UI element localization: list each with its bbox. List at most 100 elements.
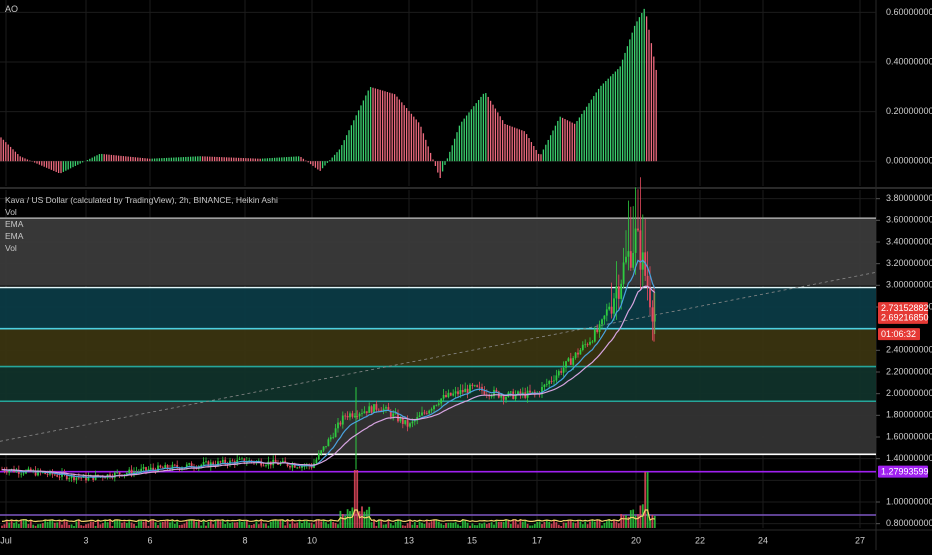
candle-body: [373, 404, 375, 413]
volume-bar: [325, 522, 327, 528]
volume-bar: [183, 523, 186, 528]
candle-body: [142, 467, 145, 469]
candle-body: [363, 411, 366, 414]
volume-bar: [229, 523, 231, 528]
volume-bar: [137, 520, 140, 528]
volume-bar: [430, 521, 433, 528]
volume-bar: [20, 519, 23, 528]
candle-body: [502, 395, 505, 400]
volume-bar: [553, 520, 555, 528]
candle-body: [53, 474, 56, 476]
volume-bar: [404, 525, 407, 528]
candle-body: [346, 415, 349, 418]
zone-band: [0, 287, 876, 329]
main-y-tick: 3.60000000: [886, 215, 932, 225]
volume-bar: [61, 524, 63, 528]
candle-body: [202, 461, 205, 465]
volume-bar: [548, 521, 551, 528]
candle-body: [238, 458, 241, 460]
x-tick-label: 27: [855, 535, 865, 545]
x-tick-label: 10: [307, 535, 317, 545]
candle-body: [322, 446, 325, 451]
volume-bar: [514, 519, 517, 528]
main-y-tick: 0.80000000: [886, 518, 932, 528]
candle-body: [17, 470, 20, 474]
volume-bar: [238, 519, 241, 528]
candle-body: [351, 413, 354, 417]
candle-body: [569, 358, 572, 365]
volume-bar: [8, 522, 11, 528]
candle-body: [58, 476, 61, 478]
candle-body: [543, 384, 546, 387]
volume-bar: [243, 521, 246, 528]
candle-body: [550, 381, 553, 382]
volume-bar: [73, 525, 75, 528]
candle-body: [265, 465, 267, 467]
volume-bar: [104, 520, 107, 528]
candle-body: [320, 450, 323, 454]
candle-body: [598, 324, 601, 332]
volume-bar: [629, 510, 632, 528]
volume-bar: [385, 524, 387, 528]
candle-body: [473, 385, 476, 387]
volume-bar: [94, 525, 97, 528]
candle-body: [495, 389, 498, 392]
volume-bar: [363, 511, 366, 528]
volume-bar: [409, 520, 411, 528]
candle-body: [545, 383, 548, 385]
volume-bar: [579, 521, 582, 528]
candle-body: [409, 423, 411, 427]
volume-bar: [488, 523, 491, 528]
ao-y-tick: 0.40000000: [886, 56, 932, 66]
legend-ema-1[interactable]: EMA: [5, 219, 24, 229]
candle-body: [411, 421, 414, 424]
x-tick-label: 13: [404, 535, 414, 545]
volume-bar: [195, 521, 198, 528]
zone-band: [0, 401, 876, 455]
candle-body: [466, 388, 469, 394]
legend-vol-2[interactable]: Vol: [5, 243, 17, 253]
legend-ema-2[interactable]: EMA: [5, 231, 24, 241]
volume-bar: [574, 523, 577, 528]
main-y-tick: 2.40000000: [886, 345, 932, 355]
volume-bar: [637, 514, 639, 528]
volume-bar: [142, 521, 145, 528]
volume-bar: [586, 524, 589, 528]
candle-body: [327, 439, 330, 447]
volume-bar: [149, 519, 152, 528]
candle-body: [80, 477, 83, 479]
candle-body: [509, 391, 512, 393]
candle-body: [286, 462, 289, 466]
candle-body: [639, 230, 642, 270]
volume-bar: [219, 521, 222, 528]
volume-bar: [392, 525, 395, 528]
ema-slow-line: [1, 285, 656, 477]
candle-body: [418, 415, 421, 418]
candle-body: [457, 391, 459, 395]
volume-bar: [269, 521, 272, 528]
candle-body: [370, 406, 373, 413]
volume-bar: [373, 519, 375, 528]
candle-body: [245, 462, 248, 463]
volume-bar: [253, 524, 255, 528]
volume-bar: [538, 521, 541, 528]
candle-body: [447, 392, 450, 398]
legend-vol-1[interactable]: Vol: [5, 207, 17, 217]
volume-bar: [380, 520, 383, 528]
volume-bar: [565, 522, 567, 528]
volume-bar: [567, 520, 570, 528]
volume-bar: [421, 522, 423, 528]
candle-body: [281, 460, 284, 463]
volume-bar: [502, 522, 505, 528]
x-tick-label: 20: [631, 535, 641, 545]
volume-bar: [500, 521, 503, 528]
candle-body: [262, 465, 265, 467]
candle-body: [185, 464, 188, 468]
price-tag-text: 2.69216850: [881, 313, 929, 323]
main-y-tick: 3.80000000: [886, 193, 932, 203]
candle-body: [219, 461, 222, 463]
candle-body: [567, 358, 570, 362]
candle-body: [231, 460, 234, 462]
candle-body: [392, 413, 395, 417]
